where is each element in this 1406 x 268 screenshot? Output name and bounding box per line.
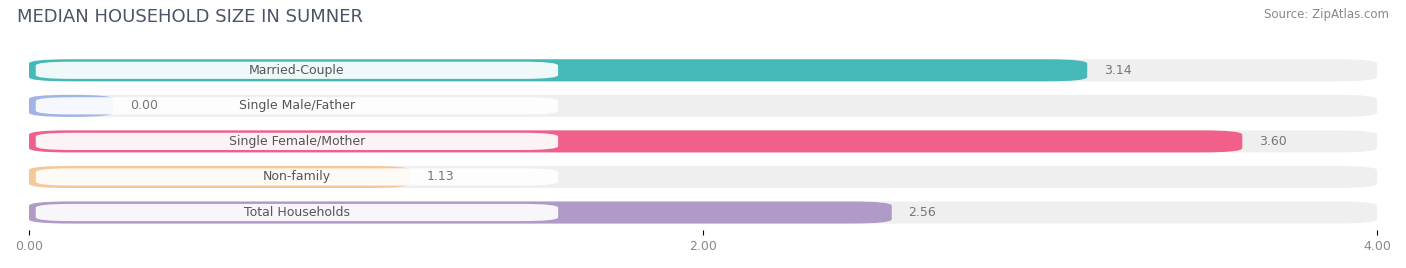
FancyBboxPatch shape [35,62,558,79]
FancyBboxPatch shape [35,204,558,221]
Text: 0.00: 0.00 [131,99,157,112]
FancyBboxPatch shape [30,130,1243,152]
Text: MEDIAN HOUSEHOLD SIZE IN SUMNER: MEDIAN HOUSEHOLD SIZE IN SUMNER [17,8,363,26]
FancyBboxPatch shape [30,202,891,224]
FancyBboxPatch shape [30,59,1087,81]
FancyBboxPatch shape [30,130,1376,152]
Text: 3.60: 3.60 [1260,135,1286,148]
Text: Married-Couple: Married-Couple [249,64,344,77]
FancyBboxPatch shape [30,202,1376,224]
Text: 2.56: 2.56 [908,206,936,219]
Text: Non-family: Non-family [263,170,330,184]
FancyBboxPatch shape [30,166,1376,188]
FancyBboxPatch shape [30,59,1376,81]
Text: Total Households: Total Households [243,206,350,219]
FancyBboxPatch shape [35,133,558,150]
FancyBboxPatch shape [35,168,558,185]
Text: Single Male/Father: Single Male/Father [239,99,354,112]
FancyBboxPatch shape [30,95,114,117]
FancyBboxPatch shape [30,166,409,188]
Text: Single Female/Mother: Single Female/Mother [229,135,366,148]
Text: 1.13: 1.13 [426,170,454,184]
Text: Source: ZipAtlas.com: Source: ZipAtlas.com [1264,8,1389,21]
FancyBboxPatch shape [30,95,1376,117]
FancyBboxPatch shape [35,97,558,114]
Text: 3.14: 3.14 [1104,64,1132,77]
